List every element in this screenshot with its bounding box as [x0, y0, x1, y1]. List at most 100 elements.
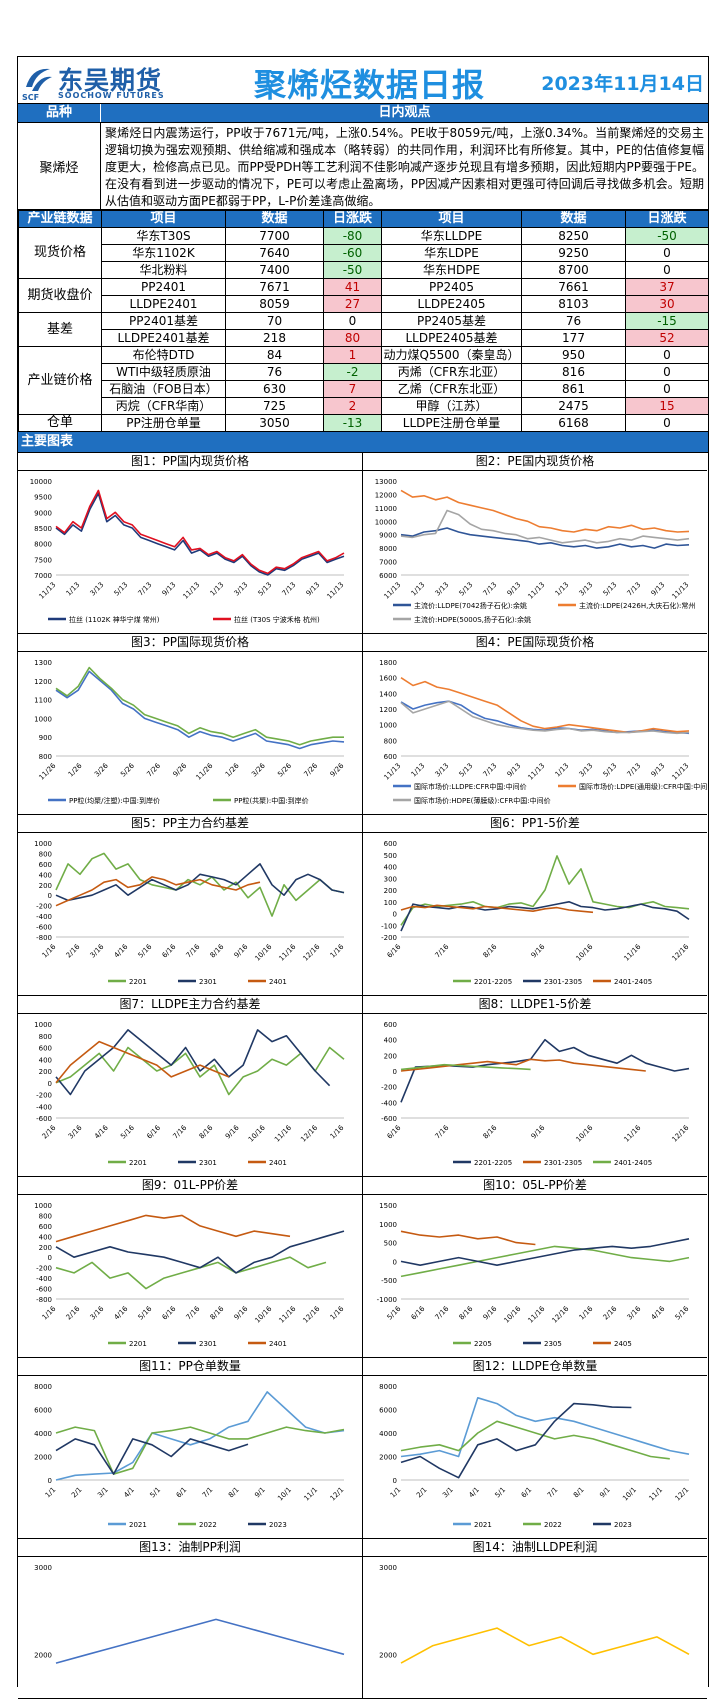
series-line-2405 [400, 1230, 536, 1246]
table-item-cell: 丙烯（CFR东北亚） [381, 363, 522, 381]
x-tick-label: 1/16 [329, 1123, 346, 1140]
y-tick-label: -400 [381, 1099, 397, 1107]
x-tick-label: 11/16 [622, 1123, 642, 1143]
table-change-cell: -2 [323, 363, 382, 381]
x-tick-label: 1/1 [44, 1486, 58, 1500]
y-tick-label: 9000 [379, 532, 397, 540]
table-value-cell: 8059 [225, 295, 324, 313]
table-change-cell: 80 [323, 329, 382, 347]
table-item-cell: 动力煤Q5500（秦皇岛） [381, 346, 522, 364]
legend-label: 2021 [129, 1521, 147, 1529]
x-tick-label: 7/1 [201, 1486, 215, 1500]
x-tick-label: 9/16 [530, 942, 547, 959]
y-tick-label: 200 [384, 1052, 397, 1060]
x-tick-label: 4/1 [122, 1486, 136, 1500]
table-change-cell: 41 [323, 278, 382, 296]
x-tick-label: 3/13 [578, 762, 595, 779]
chart-title: 图9：01L-PP价差 [18, 1177, 362, 1195]
x-tick-label: 5/16 [386, 1304, 403, 1321]
y-tick-label: 8000 [379, 545, 397, 553]
legend-label: 2022 [199, 1521, 217, 1529]
x-tick-label: 8/16 [482, 1123, 499, 1140]
company-logo: 东吴期货 SOOCHOW FUTURES SCF [20, 60, 180, 102]
x-tick-label: 1/16 [329, 1304, 346, 1321]
y-tick-label: -600 [36, 1286, 52, 1294]
x-tick-label: 1/16 [578, 1304, 595, 1321]
table-value-cell: 630 [225, 380, 324, 398]
x-tick-label: 8/16 [198, 1123, 215, 1140]
table-row: 华东1102K 7640 -60 华东LDPE 9250 0 [19, 244, 709, 262]
legend-label: 2201 [129, 1159, 147, 1167]
view-header-bar: 品种 日内观点 [18, 104, 708, 123]
x-tick-label: 11/26 [37, 761, 57, 781]
report-page: 东吴期货 SOOCHOW FUTURES SCF 聚烯烃数据日报 2023年11… [17, 56, 714, 1699]
y-tick-label: 0 [48, 1254, 52, 1262]
y-tick-label: -200 [381, 934, 397, 942]
y-tick-label: 4000 [379, 1430, 397, 1438]
x-tick-label: 3/13 [233, 581, 250, 598]
x-tick-label: 5/16 [137, 942, 154, 959]
y-tick-label: 1600 [379, 675, 397, 683]
chart-svg: -600 -400 -200 0 200 400 600 800 1000 2/16 3/16 4/1… [34, 1021, 346, 1167]
x-tick-label: 12/1 [674, 1486, 691, 1503]
x-tick-label: 11/13 [181, 581, 201, 601]
y-tick-label: -200 [381, 1084, 397, 1092]
x-tick-label: 9/16 [530, 1123, 547, 1140]
y-tick-label: 800 [39, 1033, 52, 1041]
table-change-cell: 30 [625, 295, 709, 313]
x-tick-label: 1/16 [329, 942, 346, 959]
y-tick-label: 400 [384, 1037, 397, 1045]
y-tick-label: -200 [36, 1092, 52, 1100]
x-tick-label: 2/16 [65, 1304, 82, 1321]
table-row: 基差 PP2401基差 70 0 PP2405基差 76 -15 [18, 312, 709, 347]
chart-title: 图8：LLDPE1-5价差 [363, 996, 707, 1014]
legend-label: 2401-2405 [614, 1159, 652, 1167]
chart-panel-c14: 图14：油制LLDPE利润 2000 3000 [363, 1539, 707, 1699]
x-tick-label: 2/1 [415, 1486, 429, 1500]
table-row: LLDPE2401基差 218 80 LLDPE2405基差 177 52 [19, 329, 709, 347]
table-item-cell: PP2405 [381, 278, 522, 296]
table-value-cell: 861 [521, 380, 626, 398]
y-tick-label: 1200 [379, 706, 397, 714]
series-line-国际市场价:HDPE(薄膜级):CFR中国:中间价 [400, 700, 690, 735]
y-tick-label: 400 [39, 871, 52, 879]
x-tick-label: 5/26 [276, 761, 293, 778]
chart-title: 图7：LLDPE主力合约基差 [18, 996, 362, 1014]
chart-panel-c13: 图13：油制PP利润 2000 3000 [18, 1539, 363, 1699]
chart-panel-c10: 图10：05L-PP价差 -1000 -500 0 500 1000 1500 5/16 6/1… [363, 1177, 707, 1358]
table-change-cell: -13 [323, 414, 382, 432]
y-tick-label: 3000 [34, 1564, 52, 1572]
x-tick-label: 7/13 [482, 762, 499, 779]
series-line-2201 [55, 1256, 327, 1290]
y-tick-label: 1300 [34, 659, 52, 667]
chart-svg: -600 -400 -200 0 200 400 600 6/16 7/16 8/16 9/16 10… [381, 1021, 691, 1167]
table-item-cell: 石脑油（FOB日本） [101, 380, 226, 398]
y-tick-label: 3000 [379, 1564, 397, 1572]
y-tick-label: -400 [36, 1103, 52, 1111]
x-tick-label: 1/13 [410, 762, 427, 779]
logo-chinese-name: 东吴期货 [58, 66, 163, 95]
y-tick-label: 1000 [379, 722, 397, 730]
x-tick-label: 9/16 [233, 1304, 250, 1321]
y-tick-label: 9000 [34, 509, 52, 517]
y-tick-label: 0 [48, 1477, 52, 1485]
x-tick-label: 6/16 [161, 942, 178, 959]
table-change-cell: -60 [323, 244, 382, 262]
legend-label: 2401 [269, 1340, 287, 1348]
x-tick-label: 4/1 [467, 1486, 481, 1500]
chart-svg: 2000 3000 [34, 1564, 345, 1664]
x-tick-label: 3/1 [441, 1486, 455, 1500]
x-tick-label: 11/13 [382, 762, 402, 782]
x-tick-label: 11/16 [277, 942, 297, 962]
y-tick-label: 7000 [379, 559, 397, 567]
chart-svg: 6000 7000 8000 9000 10000 11000 12000 13000 11/1… [375, 478, 696, 624]
y-tick-label: -200 [36, 903, 52, 911]
table-item-cell: 丙烷（CFR华南） [101, 397, 226, 415]
y-tick-label: 200 [39, 1068, 52, 1076]
x-tick-label: 11/1 [647, 1486, 664, 1503]
x-tick-label: 9/16 [233, 942, 250, 959]
table-row: LLDPE2401 8059 27 LLDPE2405 8103 30 [19, 295, 709, 313]
view-col-variety: 品种 [18, 104, 101, 122]
chart-panel-c7: 图7：LLDPE主力合约基差 -600 -400 -200 0 200 400 600 800 1… [18, 996, 363, 1177]
chart-svg: -800 -600 -400 -200 0 200 400 600 800 1000 1/16 2/1… [34, 1202, 346, 1348]
